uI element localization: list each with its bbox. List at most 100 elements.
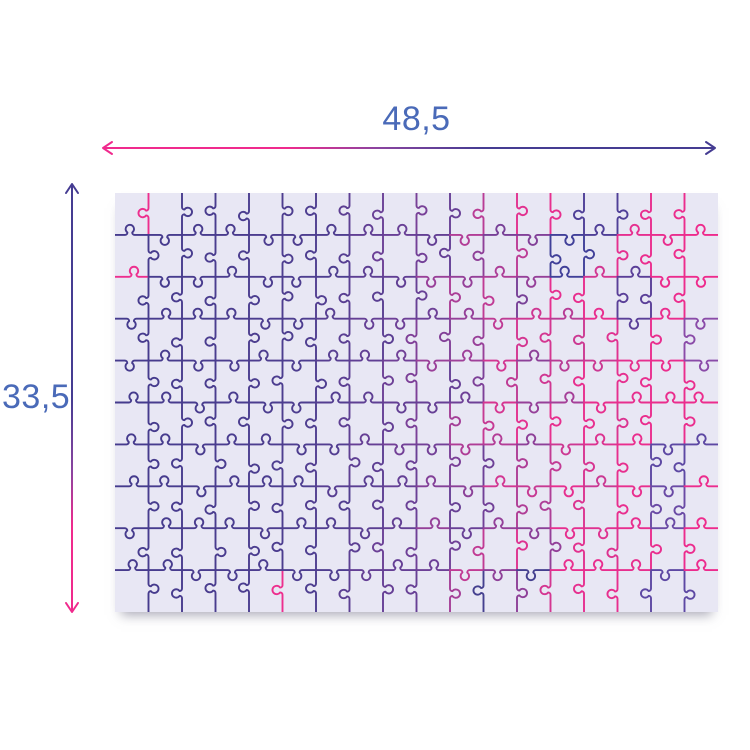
puzzle-edge bbox=[181, 193, 193, 236]
puzzle-edge bbox=[583, 527, 619, 540]
puzzle-edge bbox=[482, 443, 495, 488]
puzzle-edge bbox=[640, 275, 652, 320]
puzzle-edge bbox=[640, 233, 652, 278]
puzzle-edge bbox=[405, 485, 418, 530]
puzzle-edge bbox=[204, 317, 217, 362]
puzzle-edge bbox=[472, 359, 485, 404]
puzzle-edge bbox=[683, 275, 718, 288]
puzzle-edge bbox=[516, 527, 528, 572]
puzzle-edge bbox=[281, 233, 317, 246]
puzzle-edge bbox=[516, 485, 528, 530]
puzzle-edge bbox=[616, 433, 652, 446]
puzzle-edge bbox=[315, 517, 351, 530]
puzzle-edge bbox=[115, 265, 150, 278]
puzzle-edge bbox=[683, 401, 696, 446]
puzzle-edge bbox=[583, 223, 619, 236]
puzzle-edge bbox=[181, 307, 217, 320]
puzzle-edge bbox=[338, 569, 351, 612]
puzzle-edge bbox=[137, 317, 150, 362]
puzzle-edge bbox=[573, 193, 585, 236]
puzzle-edge bbox=[573, 527, 585, 572]
puzzle-edge bbox=[449, 391, 485, 404]
puzzle-edge bbox=[415, 517, 451, 530]
puzzle-edge bbox=[248, 485, 260, 530]
puzzle-edge bbox=[516, 307, 552, 320]
puzzle-edge bbox=[382, 443, 418, 456]
puzzle-edge bbox=[640, 359, 652, 404]
puzzle-edge bbox=[115, 527, 150, 540]
puzzle-edge bbox=[271, 359, 284, 404]
puzzle-edge bbox=[472, 527, 485, 572]
height-dimension-label: 33,5 bbox=[2, 378, 71, 416]
puzzle-edge bbox=[650, 443, 662, 488]
puzzle-edge bbox=[482, 359, 518, 372]
puzzle-edge bbox=[673, 275, 686, 320]
puzzle-edge bbox=[181, 359, 217, 372]
puzzle-edge bbox=[382, 275, 418, 288]
puzzle-edge bbox=[616, 401, 629, 446]
puzzle-edge bbox=[415, 443, 451, 456]
puzzle-edge bbox=[281, 193, 294, 236]
puzzle-edge bbox=[338, 193, 351, 236]
puzzle-edge bbox=[539, 317, 552, 362]
puzzle-edge bbox=[348, 443, 361, 488]
puzzle-edge bbox=[516, 275, 552, 288]
puzzle-edge bbox=[516, 433, 552, 446]
puzzle-edge bbox=[573, 317, 585, 362]
puzzle-edge bbox=[281, 275, 294, 320]
puzzle-edge bbox=[348, 527, 361, 572]
puzzle-edge bbox=[415, 193, 428, 236]
puzzle-edge bbox=[238, 401, 250, 446]
puzzle-edge bbox=[147, 485, 160, 530]
puzzle-edge bbox=[248, 401, 284, 414]
puzzle-edge bbox=[181, 443, 217, 456]
puzzle-edge bbox=[204, 233, 217, 278]
puzzle-edge bbox=[248, 527, 284, 540]
puzzle-edge bbox=[281, 569, 317, 582]
puzzle-edge bbox=[405, 569, 418, 612]
puzzle-edge bbox=[650, 569, 686, 582]
puzzle-edge bbox=[115, 359, 150, 372]
puzzle-edge bbox=[281, 401, 317, 414]
puzzle-edge bbox=[171, 569, 183, 612]
puzzle-edge bbox=[372, 193, 384, 236]
puzzle-edge bbox=[539, 569, 552, 612]
puzzle-edge bbox=[382, 349, 418, 362]
puzzle-edge bbox=[415, 401, 451, 414]
puzzle-edge bbox=[315, 275, 327, 320]
puzzle-edge bbox=[449, 485, 461, 530]
puzzle-edge bbox=[539, 359, 552, 404]
puzzle-edge bbox=[415, 475, 451, 488]
puzzle-edge bbox=[640, 193, 652, 236]
puzzle-edge bbox=[549, 527, 562, 572]
puzzle-edge bbox=[181, 233, 193, 278]
puzzle-edge bbox=[449, 443, 485, 456]
puzzle-edge bbox=[382, 359, 394, 404]
puzzle-edge bbox=[315, 307, 351, 320]
puzzle-edge bbox=[238, 193, 250, 236]
puzzle-edge bbox=[516, 233, 552, 246]
puzzle-edge bbox=[348, 527, 384, 540]
puzzle-edge bbox=[147, 391, 183, 404]
puzzle-edge bbox=[214, 527, 227, 572]
puzzle-edge bbox=[516, 233, 528, 278]
puzzle-edge bbox=[271, 569, 284, 612]
puzzle-edge bbox=[214, 307, 250, 320]
puzzle-edge bbox=[171, 485, 183, 530]
puzzle-edge bbox=[382, 475, 418, 488]
puzzle-edge bbox=[415, 307, 451, 320]
puzzle-edge bbox=[616, 223, 652, 236]
puzzle-edge bbox=[482, 401, 495, 446]
puzzle-edge bbox=[348, 223, 384, 236]
puzzle-edge bbox=[382, 401, 418, 414]
puzzle-edge bbox=[315, 569, 351, 582]
puzzle-edge bbox=[683, 223, 718, 236]
width-dimension-label: 48,5 bbox=[382, 100, 451, 138]
puzzle-edge bbox=[348, 433, 384, 446]
puzzle-edge bbox=[549, 391, 585, 404]
puzzle-edge bbox=[573, 569, 585, 612]
puzzle-edge bbox=[137, 275, 150, 320]
puzzle-edge bbox=[204, 401, 217, 446]
puzzle-edge bbox=[606, 317, 619, 362]
puzzle-edge bbox=[281, 317, 317, 330]
